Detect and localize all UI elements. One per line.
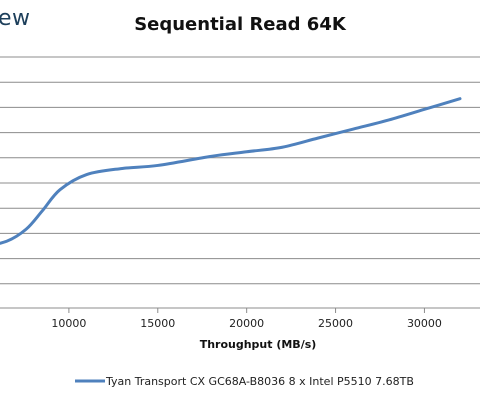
x-tick-label: 20000 (229, 317, 264, 330)
x-tick-label: 25000 (318, 317, 353, 330)
chart-title: Sequential Read 64K (134, 14, 346, 35)
gridlines (0, 56, 480, 285)
x-tick-label: 30000 (407, 317, 442, 330)
series-line (0, 97, 462, 245)
x-axis-title: Throughput (MB/s) (200, 338, 317, 351)
x-tick-label: 10000 (51, 317, 86, 330)
brand-logo-fragment: ew (0, 6, 31, 31)
x-axis-ticks: 10000 15000 20000 25000 30000 (51, 308, 442, 330)
legend-label: Tyan Transport CX GC68A-B8036 8 x Intel … (105, 375, 414, 388)
legend: Tyan Transport CX GC68A-B8036 8 x Intel … (75, 375, 414, 388)
x-tick-label: 15000 (140, 317, 175, 330)
